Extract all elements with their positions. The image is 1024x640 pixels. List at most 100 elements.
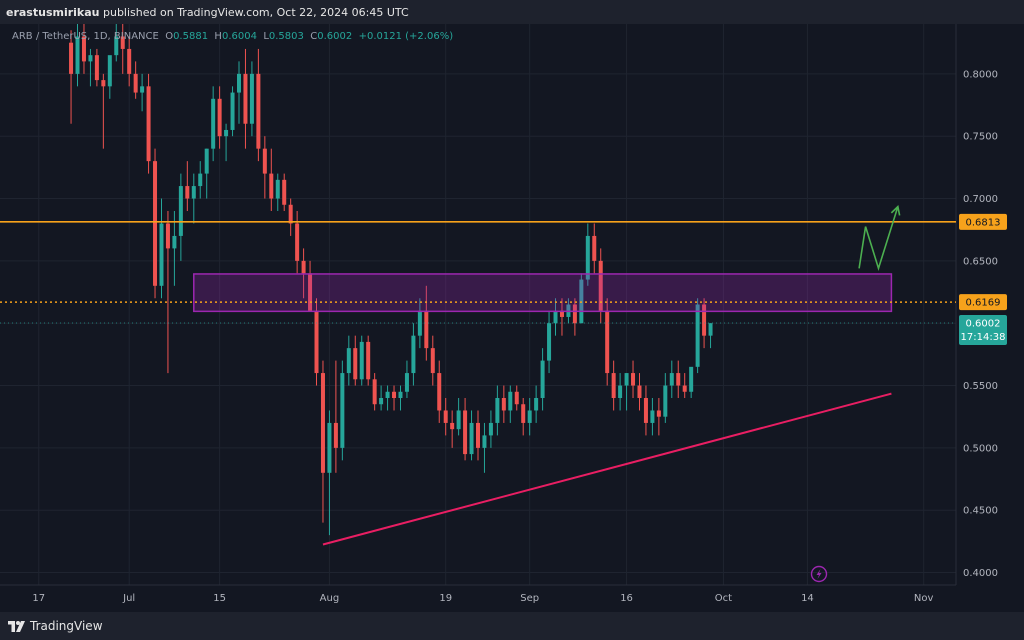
candle-body bbox=[527, 410, 532, 423]
time-tick-label: Oct bbox=[715, 593, 732, 604]
candle-body bbox=[404, 373, 409, 392]
candle-body bbox=[165, 223, 170, 249]
price-tick-label: 0.5500 bbox=[963, 381, 998, 392]
candle-body bbox=[430, 348, 435, 374]
countdown-label: 17:14:38 bbox=[961, 332, 1006, 343]
candle-body bbox=[443, 410, 448, 423]
symbol-name[interactable]: ARB / TetherUS, 1D, BINANCE bbox=[12, 31, 159, 42]
candle-body bbox=[224, 129, 229, 137]
candle-body bbox=[553, 310, 558, 324]
candle-body bbox=[140, 86, 145, 93]
candle-body bbox=[172, 235, 177, 249]
time-tick-label: 19 bbox=[439, 593, 452, 604]
candle-body bbox=[650, 410, 655, 423]
candle-body bbox=[120, 36, 125, 49]
time-tick-label: 16 bbox=[620, 593, 633, 604]
candle-body bbox=[695, 304, 700, 367]
candle-body bbox=[114, 36, 119, 56]
candle-body bbox=[631, 373, 636, 386]
candle-body bbox=[521, 404, 526, 423]
candle-body bbox=[508, 391, 513, 411]
candle-body bbox=[572, 304, 577, 324]
author-name[interactable]: erastusmirikau bbox=[6, 6, 100, 19]
low-label: L bbox=[263, 31, 269, 42]
projection-path[interactable] bbox=[858, 206, 899, 272]
candle-body bbox=[333, 422, 338, 448]
open-value: 0.5881 bbox=[173, 31, 209, 42]
brand-name: TradingView bbox=[30, 619, 103, 633]
publish-info: erastusmirikau published on TradingView.… bbox=[6, 6, 409, 19]
candle-body bbox=[262, 148, 267, 174]
candle-body bbox=[605, 310, 610, 374]
ascending-trendline[interactable] bbox=[322, 392, 892, 546]
level-price-tag: 0.6169 bbox=[959, 294, 1007, 311]
candle-body bbox=[372, 379, 377, 405]
time-tick-label: 14 bbox=[801, 593, 814, 604]
candle-body bbox=[656, 410, 661, 417]
candle-body bbox=[385, 391, 390, 398]
price-tick-label: 0.4500 bbox=[963, 506, 998, 517]
resistance-price-tag-bg bbox=[959, 213, 1007, 230]
close-label: C bbox=[310, 31, 318, 42]
time-tick-label: Sep bbox=[520, 593, 539, 604]
publish-bar bbox=[0, 0, 1024, 24]
candle-body bbox=[456, 410, 461, 430]
candle-body bbox=[437, 373, 442, 411]
candle-body bbox=[547, 323, 552, 361]
resistance-price-tag: 0.6813 bbox=[959, 213, 1007, 230]
projection-arrowhead bbox=[890, 205, 901, 216]
candle-body bbox=[153, 161, 158, 286]
level-price-tag-bg bbox=[959, 294, 1007, 311]
lightning-icon[interactable] bbox=[810, 565, 828, 583]
candle-body bbox=[81, 36, 86, 62]
candle-body bbox=[88, 55, 93, 62]
footer-bar bbox=[0, 612, 1024, 640]
candle-body bbox=[340, 373, 345, 448]
candle-body bbox=[69, 42, 74, 74]
brand[interactable]: TradingView bbox=[8, 619, 103, 633]
candle-body bbox=[663, 385, 668, 417]
candle-body bbox=[669, 373, 674, 386]
candle-body bbox=[411, 335, 416, 374]
candle-body bbox=[282, 179, 287, 205]
candle-body bbox=[469, 422, 474, 455]
resistance-price-tag-label: 0.6813 bbox=[966, 217, 1001, 228]
candle-body bbox=[236, 73, 242, 93]
supply-zone-box[interactable] bbox=[193, 273, 893, 313]
candle-body bbox=[301, 260, 306, 274]
candles bbox=[69, 24, 713, 536]
candle-body bbox=[708, 323, 713, 336]
change-value: +0.0121 (+2.06%) bbox=[358, 31, 454, 42]
time-axis[interactable]: Jun17Jul15Aug19Sep16Oct14Nov bbox=[0, 593, 934, 604]
candle-body bbox=[598, 260, 603, 311]
candle-body bbox=[676, 373, 681, 386]
candle-body bbox=[585, 235, 590, 280]
candle-body bbox=[94, 55, 99, 81]
candle-body bbox=[392, 391, 397, 398]
candle-body bbox=[534, 398, 539, 411]
candle-body bbox=[417, 310, 422, 336]
time-tick-label: 15 bbox=[213, 593, 226, 604]
candle-body bbox=[475, 422, 481, 448]
candle-body bbox=[624, 373, 629, 386]
candle-body bbox=[501, 398, 506, 411]
high-value: 0.6004 bbox=[221, 31, 257, 42]
time-tick-label: Jul bbox=[122, 593, 135, 604]
candle-body bbox=[540, 360, 545, 398]
candle-body bbox=[185, 186, 190, 199]
candle-body bbox=[637, 385, 642, 398]
candle-body bbox=[191, 186, 196, 199]
price-chart[interactable]: 0.40000.45000.50000.55000.60000.65000.70… bbox=[0, 24, 1024, 612]
time-tick-label: Nov bbox=[914, 593, 934, 604]
candle-body bbox=[592, 235, 597, 261]
last-price-tag-label: 0.6002 bbox=[966, 318, 1001, 329]
candle-body bbox=[450, 422, 455, 430]
candle-body bbox=[249, 73, 254, 124]
candle-body bbox=[159, 223, 164, 286]
price-tags: 0.6813 0.6169 0.6002 17:14:38 bbox=[959, 213, 1007, 345]
candle-body bbox=[618, 385, 623, 398]
candle-body bbox=[308, 273, 313, 311]
candle-body bbox=[702, 304, 707, 336]
candle-body bbox=[256, 73, 261, 149]
price-tick-label: 0.7000 bbox=[963, 194, 998, 205]
